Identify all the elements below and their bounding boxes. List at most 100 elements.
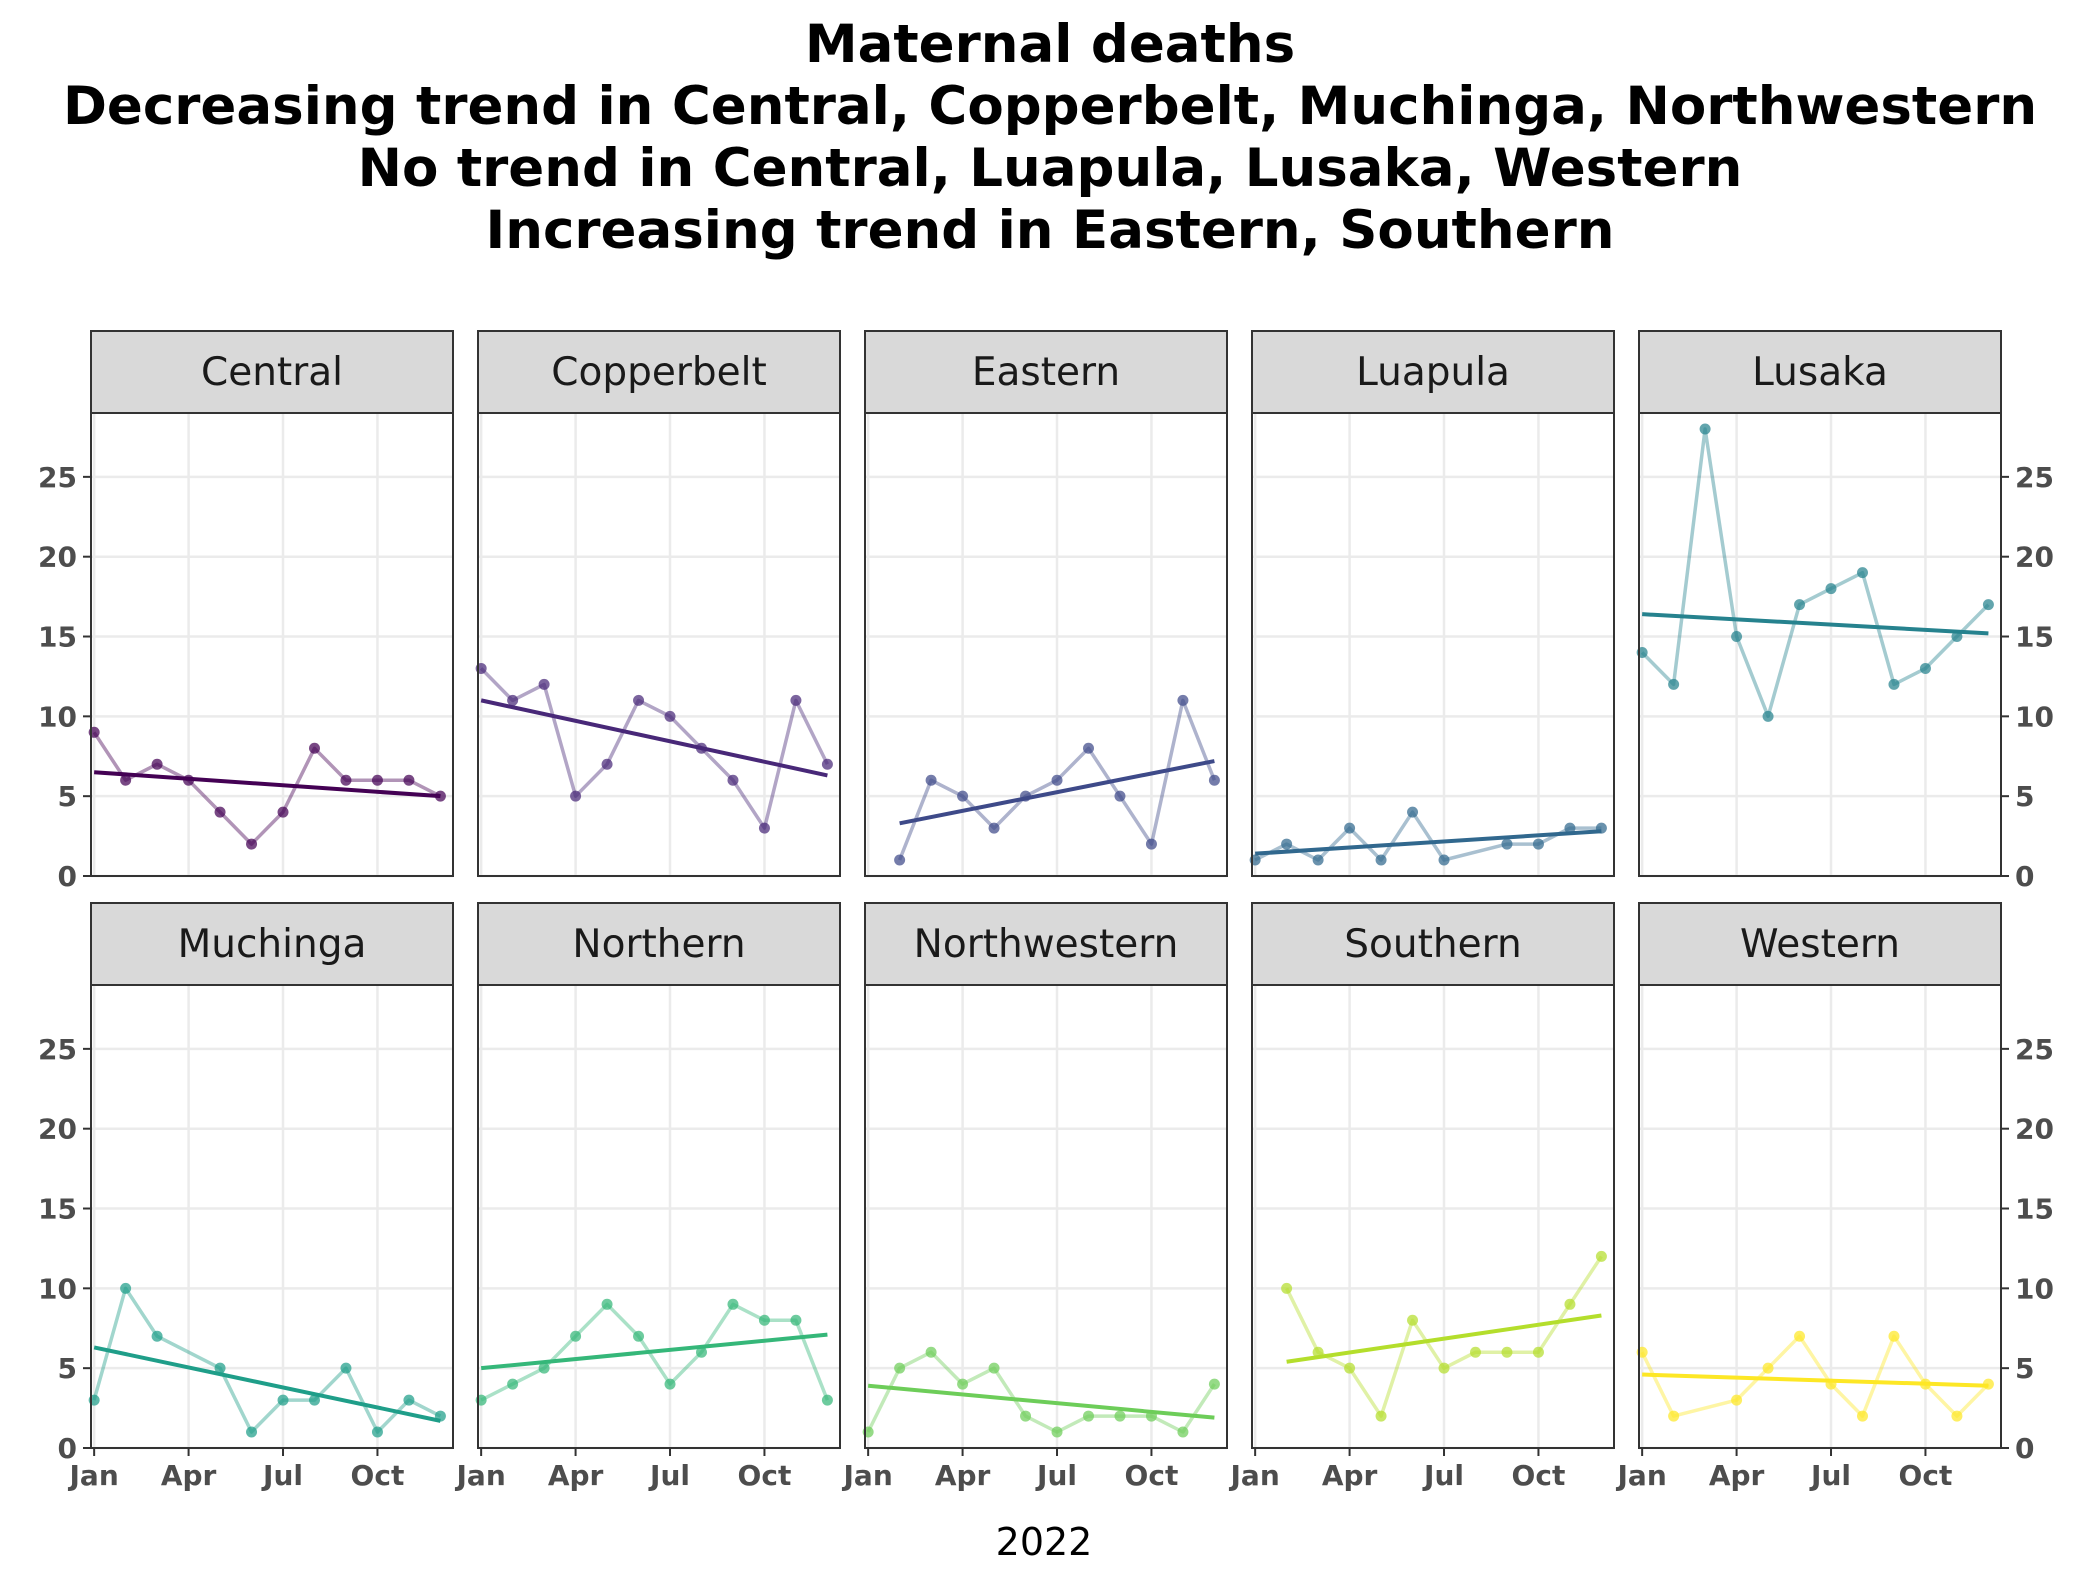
data-point xyxy=(664,710,676,722)
panel-border xyxy=(1638,412,2002,877)
facet-strip-central xyxy=(90,330,454,414)
data-point xyxy=(1344,822,1356,834)
y-tick-label: 5 xyxy=(2015,780,2034,813)
facet-strip-eastern xyxy=(864,330,1228,414)
facet-southern: Southern Jan Apr Jul Oct xyxy=(1229,902,1615,1492)
data-point xyxy=(1888,1330,1900,1342)
data-point xyxy=(1532,838,1544,850)
y-tick-label: 15 xyxy=(38,621,77,654)
facet-label-lusaka: Lusaka xyxy=(1752,350,1888,395)
data-point xyxy=(403,774,415,786)
data-point xyxy=(120,774,132,786)
x-tick-label: Jul xyxy=(1809,1459,1851,1492)
data-point xyxy=(1825,583,1837,595)
data-point xyxy=(601,758,613,770)
data-point xyxy=(1856,567,1868,579)
data-point xyxy=(1145,838,1157,850)
x-tick-label: Oct xyxy=(1512,1459,1566,1492)
data-point xyxy=(1794,599,1806,611)
trend-line-lusaka xyxy=(1642,612,1989,636)
data-point xyxy=(727,1298,739,1310)
data-point xyxy=(1208,1378,1220,1390)
panel-background xyxy=(865,985,1227,1448)
data-point xyxy=(1082,1410,1094,1422)
data-point xyxy=(1982,599,1994,611)
x-tick-label: Oct xyxy=(1899,1459,1953,1492)
data-point xyxy=(1145,1410,1157,1422)
facet-label-eastern: Eastern xyxy=(972,350,1120,395)
data-point xyxy=(434,790,446,802)
panel-border xyxy=(864,984,1228,1449)
facet-luapula: Luapula xyxy=(1249,330,1615,878)
y-tick-label: 5 xyxy=(58,780,77,813)
facet-label-southern: Southern xyxy=(1344,922,1521,967)
data-point xyxy=(1532,1346,1544,1358)
data-point xyxy=(1794,1330,1806,1342)
data-point xyxy=(1595,1250,1607,1262)
x-tick-label: Jan xyxy=(1616,1459,1667,1492)
y-tick-label: 0 xyxy=(2015,1432,2034,1465)
data-point xyxy=(790,694,802,706)
y-tick-label: 5 xyxy=(2015,1352,2034,1385)
panel-background xyxy=(1639,413,2001,876)
facet-strip-copperbelt xyxy=(477,330,841,414)
y-tick-label: 20 xyxy=(38,1113,77,1146)
data-point xyxy=(214,1362,226,1374)
data-point xyxy=(1177,1426,1189,1438)
facet-muchinga: Muchinga Jan Apr Jul Oct 0 5 10 15 20 25 xyxy=(38,902,454,1492)
data-point xyxy=(1281,838,1293,850)
chart-title: Maternal deaths Decreasing trend in Cent… xyxy=(0,14,2100,262)
data-point xyxy=(1982,1378,1994,1390)
data-point xyxy=(988,1362,1000,1374)
data-point xyxy=(1114,1410,1126,1422)
facet-label-luapula: Luapula xyxy=(1356,350,1510,395)
data-point xyxy=(894,1362,906,1374)
y-tick-label: 25 xyxy=(38,1033,77,1066)
y-tick-label: 5 xyxy=(58,1352,77,1385)
series-line-northwestern xyxy=(866,1350,1216,1434)
data-point xyxy=(340,1362,352,1374)
data-point xyxy=(308,1394,320,1406)
x-tick-label: Oct xyxy=(738,1459,792,1492)
data-point xyxy=(371,774,383,786)
data-point xyxy=(1438,854,1450,866)
data-point xyxy=(340,774,352,786)
data-point xyxy=(151,1330,163,1342)
x-tick-label: Apr xyxy=(1709,1459,1765,1492)
data-point xyxy=(1469,1346,1481,1358)
data-point xyxy=(894,854,906,866)
data-point xyxy=(821,758,833,770)
panel-background xyxy=(91,413,453,876)
data-point xyxy=(988,822,1000,834)
facet-strip-luapula xyxy=(1251,330,1615,414)
panel-border xyxy=(90,412,454,877)
series-line-lusaka xyxy=(1640,427,1990,719)
panel-background xyxy=(478,985,840,1448)
facet-copperbelt: Copperbelt xyxy=(475,330,841,878)
data-point xyxy=(1501,1346,1513,1358)
data-point xyxy=(1407,1314,1419,1326)
trend-line-southern xyxy=(1286,1313,1602,1364)
y-tick-label: 15 xyxy=(38,1193,77,1226)
data-point xyxy=(821,1394,833,1406)
facet-northern: Northern Jan Apr Jul Oct xyxy=(455,902,841,1492)
facet-label-western: Western xyxy=(1740,922,1900,967)
panel-border xyxy=(1638,984,2002,1449)
x-tick-label: Apr xyxy=(935,1459,991,1492)
data-point xyxy=(1762,710,1774,722)
x-tick-label: Jul xyxy=(1422,1459,1464,1492)
y-tick-label: 0 xyxy=(58,1432,77,1465)
data-point xyxy=(1051,1426,1063,1438)
data-point xyxy=(1699,423,1711,435)
panel-border xyxy=(90,984,454,1449)
x-tick-label: Jan xyxy=(455,1459,506,1492)
data-point xyxy=(1312,1346,1324,1358)
trend-line-copperbelt xyxy=(480,698,828,778)
facet-strip-southern xyxy=(1251,902,1615,986)
data-point xyxy=(277,806,289,818)
data-point xyxy=(1407,806,1419,818)
x-tick-label: Jan xyxy=(1229,1459,1280,1492)
x-axis-title: 2022 xyxy=(996,1520,1093,1564)
y-tick-label: 25 xyxy=(38,461,77,494)
